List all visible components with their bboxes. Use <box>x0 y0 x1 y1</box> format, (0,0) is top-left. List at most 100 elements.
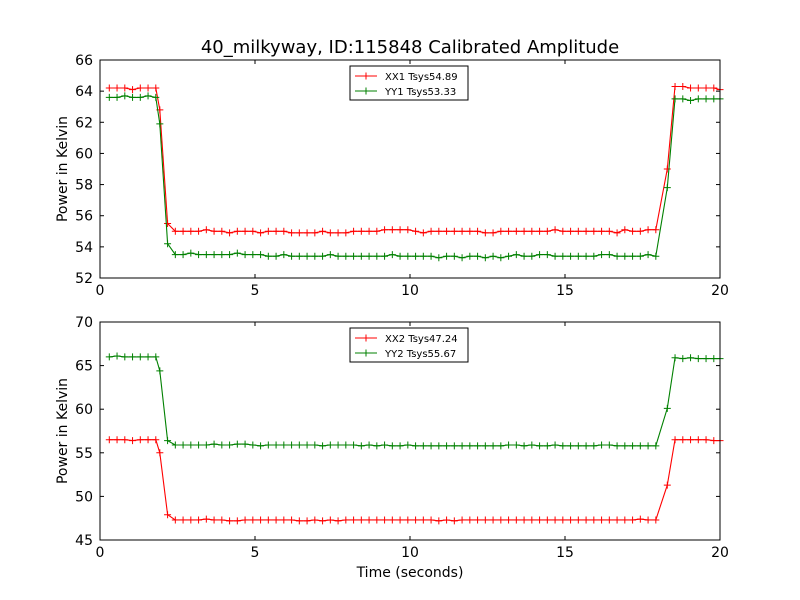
legend: XX1 Tsys54.89 YY1 Tsys53.33 <box>349 65 469 101</box>
data-point <box>605 251 613 259</box>
data-point <box>512 441 520 449</box>
data-point <box>311 516 319 524</box>
data-point <box>598 441 606 449</box>
data-point <box>121 92 129 100</box>
data-point <box>636 252 644 260</box>
data-point <box>520 516 528 524</box>
data-point <box>257 251 265 259</box>
legend-marker <box>362 334 370 342</box>
data-point <box>303 229 311 237</box>
data-point <box>404 226 412 234</box>
data-point <box>326 516 334 524</box>
data-point <box>264 516 272 524</box>
data-point <box>710 84 718 92</box>
data-point <box>605 227 613 235</box>
data-point <box>388 251 396 259</box>
data-point <box>528 516 536 524</box>
data-point <box>164 220 172 227</box>
data-point <box>458 254 466 262</box>
data-point <box>481 442 489 450</box>
data-point <box>249 227 257 235</box>
data-point <box>311 229 319 237</box>
data-point <box>152 93 160 101</box>
data-point <box>241 516 249 524</box>
data-point <box>350 252 358 260</box>
data-point <box>590 516 598 524</box>
data-point <box>264 441 272 449</box>
data-point <box>636 515 644 523</box>
data-point <box>295 252 303 260</box>
data-point <box>621 516 629 524</box>
data-point <box>536 442 544 450</box>
data-point <box>105 93 113 101</box>
data-point <box>435 517 443 525</box>
data-point <box>113 352 121 360</box>
data-point <box>129 437 137 445</box>
data-point <box>629 252 637 260</box>
data-point <box>280 251 288 259</box>
data-point <box>288 441 296 449</box>
data-point <box>512 227 520 235</box>
data-point <box>663 404 671 412</box>
y-tick-label: 45 <box>75 533 93 549</box>
data-point <box>249 441 257 449</box>
data-point <box>629 516 637 524</box>
data-point <box>443 252 451 260</box>
x-tick-label: 20 <box>711 545 729 561</box>
y-tick-label: 66 <box>75 53 93 69</box>
data-point <box>381 226 389 234</box>
data-point <box>543 227 551 235</box>
data-point <box>202 251 210 259</box>
data-point <box>233 517 241 525</box>
data-point <box>702 84 710 92</box>
data-point <box>241 227 249 235</box>
data-point <box>702 355 710 363</box>
y-tick-label: 60 <box>75 402 93 418</box>
y-tick-label: 54 <box>75 240 93 256</box>
data-point <box>590 442 598 450</box>
data-point <box>288 229 296 237</box>
data-point <box>644 226 652 234</box>
data-point <box>164 437 172 445</box>
data-point <box>636 442 644 450</box>
data-point <box>136 436 144 444</box>
data-point <box>458 227 466 235</box>
data-point <box>144 353 152 361</box>
data-point <box>536 251 544 259</box>
y-tick-label: 60 <box>75 146 93 162</box>
data-point <box>357 442 365 450</box>
data-point <box>613 516 621 524</box>
data-point <box>621 252 629 260</box>
data-point <box>466 442 474 450</box>
data-point <box>574 252 582 260</box>
data-point <box>590 252 598 260</box>
data-point <box>412 252 420 260</box>
data-point <box>187 227 195 235</box>
data-point <box>605 441 613 449</box>
data-point <box>187 249 195 257</box>
data-point <box>195 441 203 449</box>
data-point <box>427 516 435 524</box>
data-point <box>512 251 520 259</box>
data-point <box>474 227 482 235</box>
data-point <box>381 441 389 449</box>
data-point <box>144 92 152 100</box>
data-point <box>481 254 489 262</box>
data-point <box>210 227 218 235</box>
data-point <box>551 516 559 524</box>
data-point <box>536 516 544 524</box>
data-point <box>396 442 404 450</box>
data-point <box>497 516 505 524</box>
data-point <box>489 229 497 237</box>
data-point <box>350 441 358 449</box>
data-point <box>582 252 590 260</box>
data-point <box>621 226 629 234</box>
data-point <box>396 226 404 234</box>
data-point <box>567 442 575 450</box>
data-point <box>365 516 373 524</box>
data-point <box>466 252 474 260</box>
data-point <box>303 441 311 449</box>
data-point <box>687 354 695 362</box>
data-point <box>404 516 412 524</box>
data-point <box>105 84 113 92</box>
